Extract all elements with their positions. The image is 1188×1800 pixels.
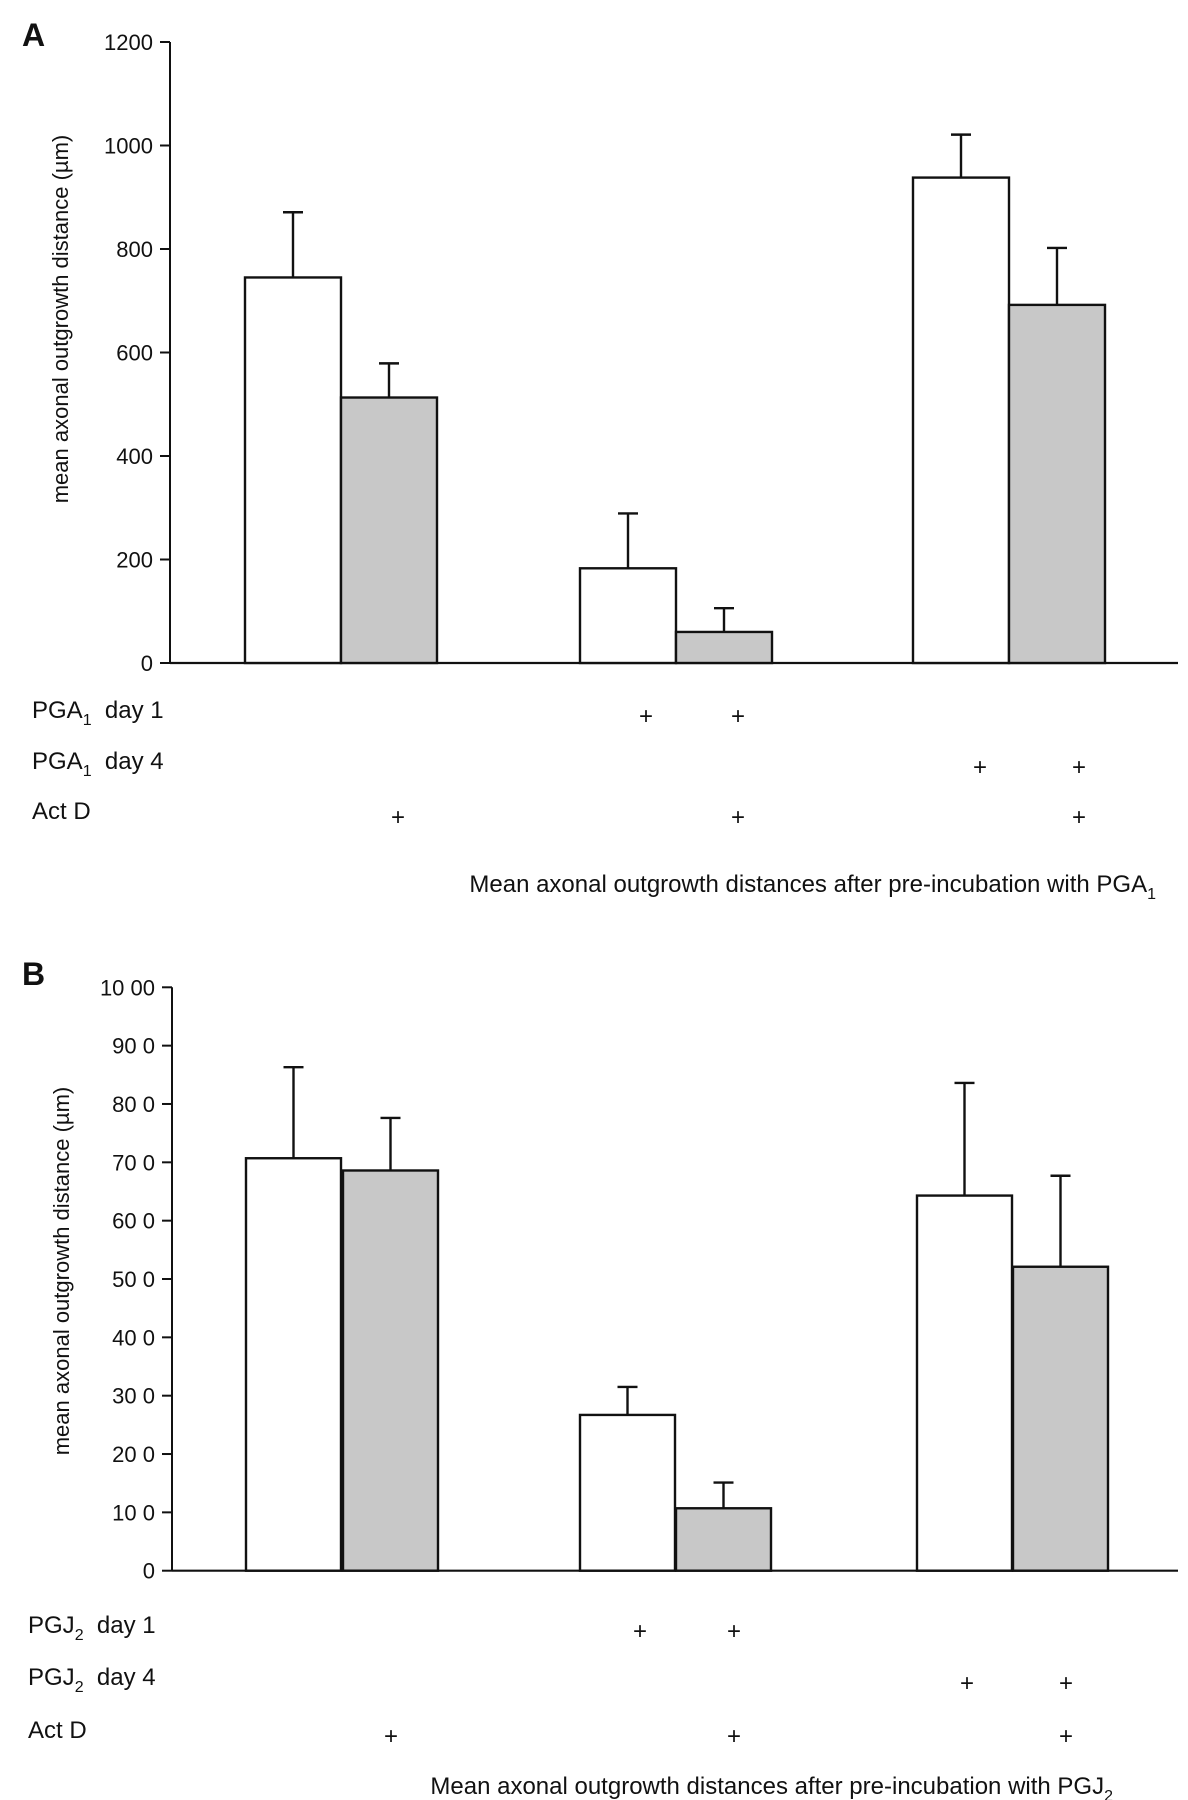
bar-white [578,1413,677,1572]
bar-white [244,1157,343,1572]
condition-mark: + [1059,1723,1073,1750]
condition-mark: + [1072,804,1086,831]
y-tick-label: 20 0 [112,1442,155,1467]
y-tick-label: 0 [143,1559,155,1584]
condition-mark: + [960,1670,974,1697]
bar-white [911,176,1011,665]
subscript: 2 [1104,1788,1113,1800]
y-tick-label: 200 [116,548,153,573]
subscript: 1 [83,763,92,780]
condition-mark: + [731,703,745,730]
chart-panel-a: A 0 200 400 600 800 1000 1200 mean axonal outgro… [22,17,1178,831]
bar-white [243,276,343,665]
condition-mark: + [639,703,653,730]
bar-gray [1007,303,1107,665]
subscript: 2 [75,1627,84,1644]
condition-mark: + [973,754,987,781]
y-tick-label: 1200 [104,30,153,55]
condition-row-label: PGA1 day 1 [32,697,164,729]
bar-gray [1011,1265,1110,1572]
bar-white [578,567,678,665]
y-tick-label: 40 0 [112,1325,155,1350]
subscript: 2 [75,1679,84,1696]
y-tick-label: 400 [116,444,153,469]
subscript: 1 [1147,886,1156,903]
panel-label: B [22,956,45,992]
condition-mark: + [384,1723,398,1750]
y-tick-label: 800 [116,237,153,262]
bar-gray [341,1169,440,1572]
condition-mark: + [633,1618,647,1645]
condition-mark: + [391,804,405,831]
bar-gray [674,630,774,665]
condition-row-label: PGJ2 day 4 [28,1664,156,1696]
condition-mark: + [727,1723,741,1750]
bar-white [915,1194,1014,1572]
bar-gray [674,1507,773,1572]
condition-row-label: PGA1 day 4 [32,748,164,780]
y-tick-label: 10 0 [112,1500,155,1525]
y-tick-label: 50 0 [112,1267,155,1292]
condition-mark: + [1059,1670,1073,1697]
condition-mark: + [727,1618,741,1645]
y-tick-label: 600 [116,341,153,366]
chart-caption: Mean axonal outgrowth distances after pr… [469,871,1156,903]
y-tick-label: 70 0 [112,1150,155,1175]
condition-row-label: Act D [28,1717,87,1744]
y-tick-label: 30 0 [112,1384,155,1409]
subscript: 1 [83,712,92,729]
condition-row-label: PGJ2 day 1 [28,1612,156,1644]
y-tick-label: 90 0 [112,1034,155,1059]
y-tick-label: 0 [141,651,153,676]
condition-mark: + [1072,754,1086,781]
chart-caption: Mean axonal outgrowth distances after pr… [430,1773,1113,1800]
y-tick-label: 1000 [104,134,153,159]
y-tick-label: 10 00 [100,975,155,1000]
chart-panel-b: B 0 10 0 20 0 30 0 40 0 50 0 60 0 70 0 80 0 90 0 10… [22,956,1178,1750]
y-axis-title: mean axonal outgrowth distance (µm) [49,1087,74,1456]
panel-label: A [22,17,45,53]
y-tick-label: 60 0 [112,1209,155,1234]
condition-mark: + [731,804,745,831]
condition-row-label: Act D [32,798,91,825]
bar-gray [339,396,439,665]
y-axis-title: mean axonal outgrowth distance (µm) [48,135,73,504]
y-tick-label: 80 0 [112,1092,155,1117]
